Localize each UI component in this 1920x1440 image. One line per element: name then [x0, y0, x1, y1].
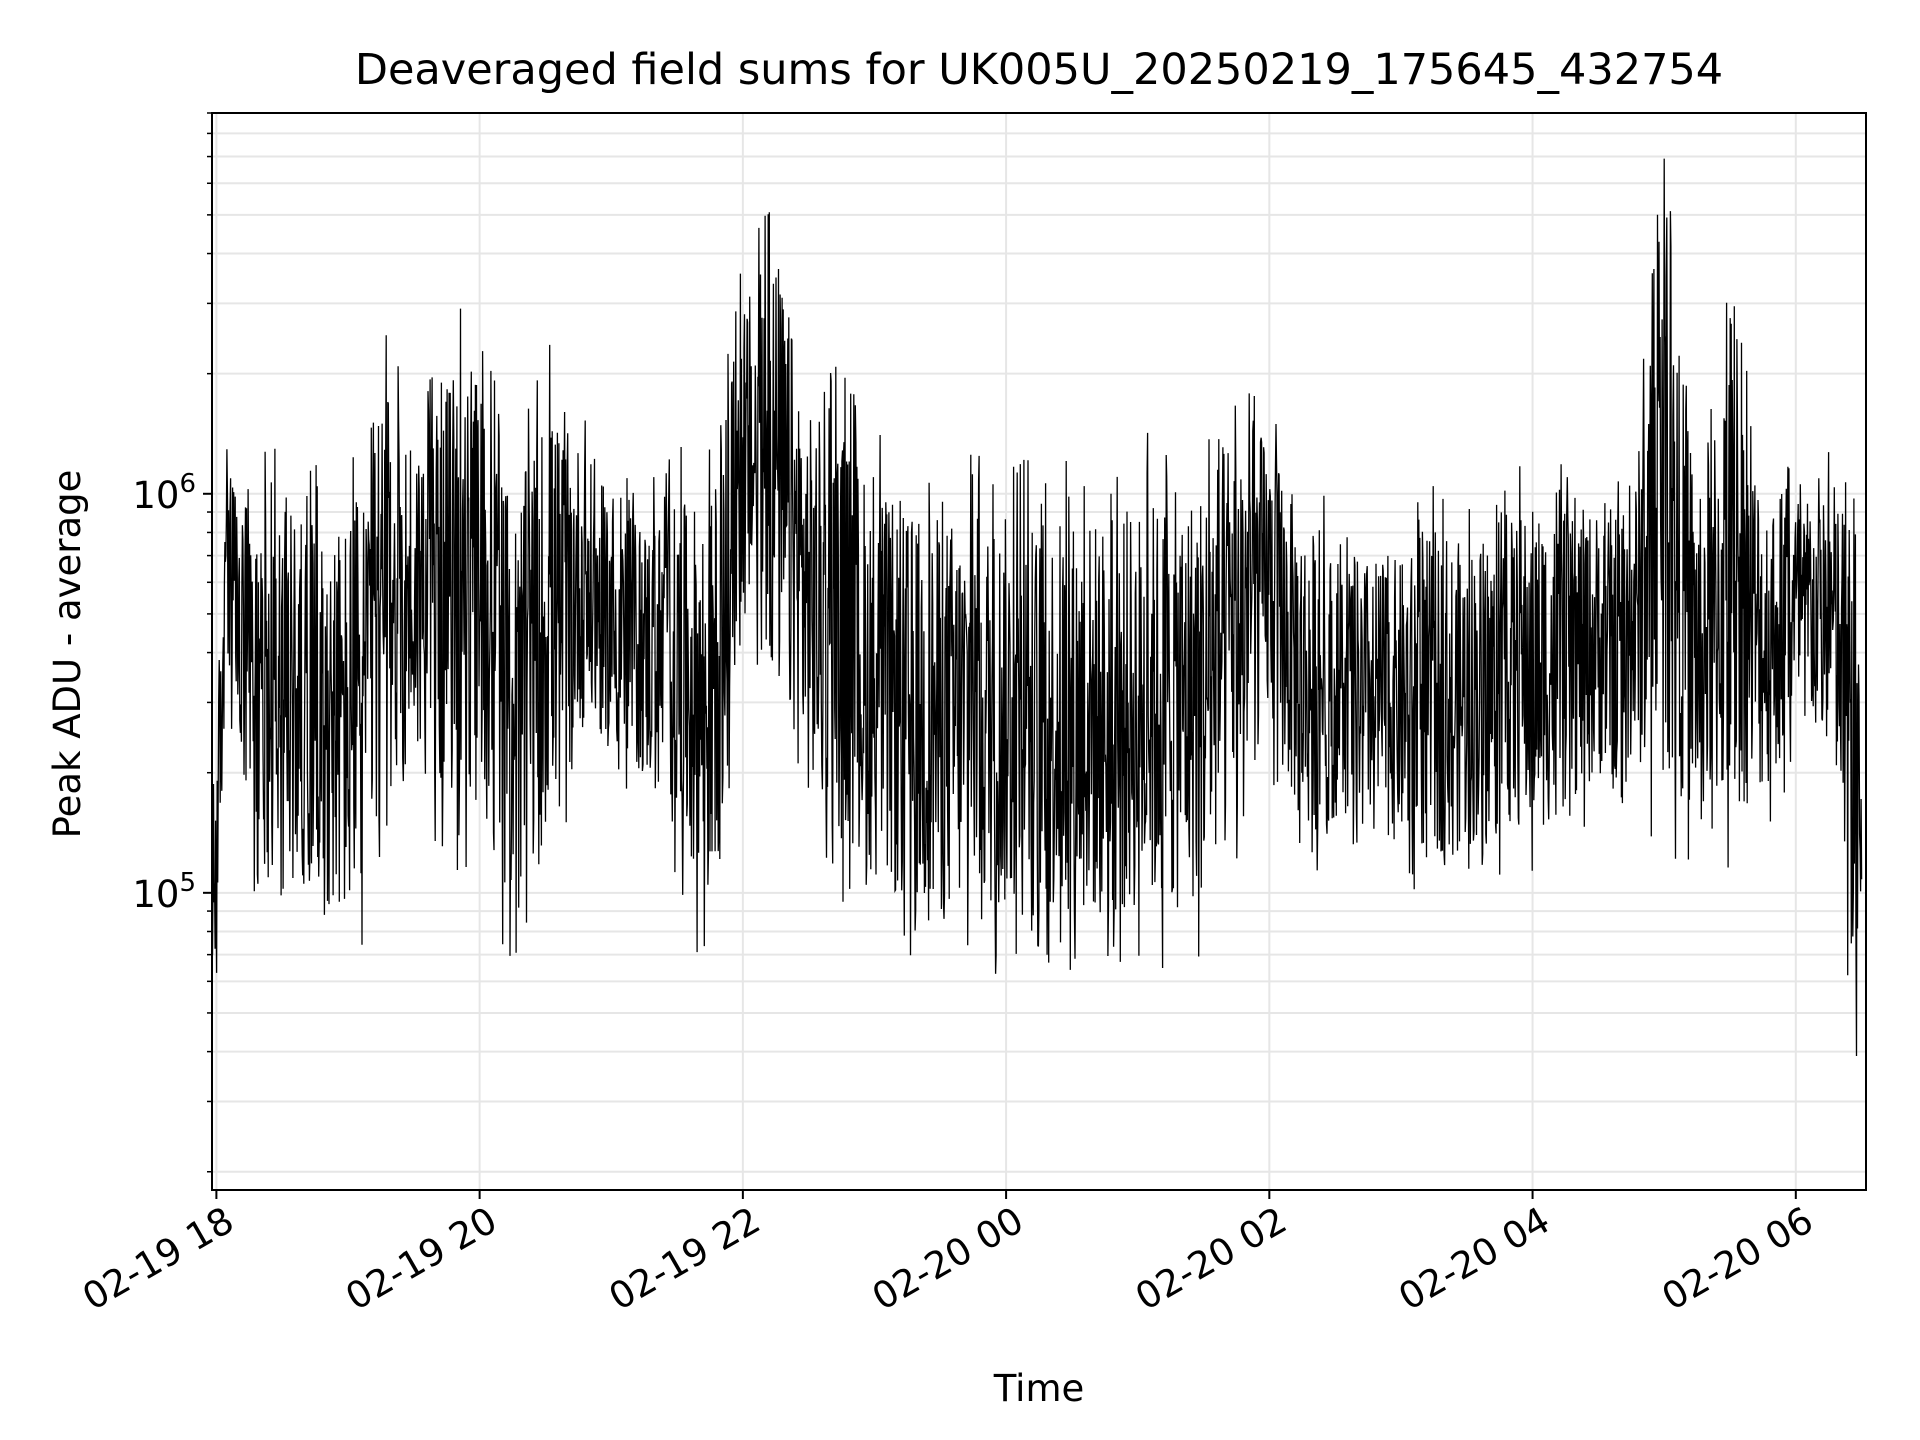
- series-line: [211, 158, 1863, 1057]
- y-tick-base: 10: [132, 474, 179, 517]
- y-tick-base: 10: [132, 873, 179, 916]
- series-trace: [211, 158, 1863, 1057]
- y-tick-exponent: 5: [179, 868, 196, 898]
- y-tick-label: 105: [132, 868, 196, 916]
- chart-title: Deaveraged field sums for UK005U_2025021…: [355, 45, 1723, 95]
- y-tick-exponent: 6: [179, 469, 196, 499]
- y-tick-label: 106: [132, 469, 196, 517]
- y-axis-label: Peak ADU - average: [46, 470, 89, 839]
- plot-frame: [211, 112, 1867, 1191]
- x-axis-label: Time: [993, 1367, 1085, 1410]
